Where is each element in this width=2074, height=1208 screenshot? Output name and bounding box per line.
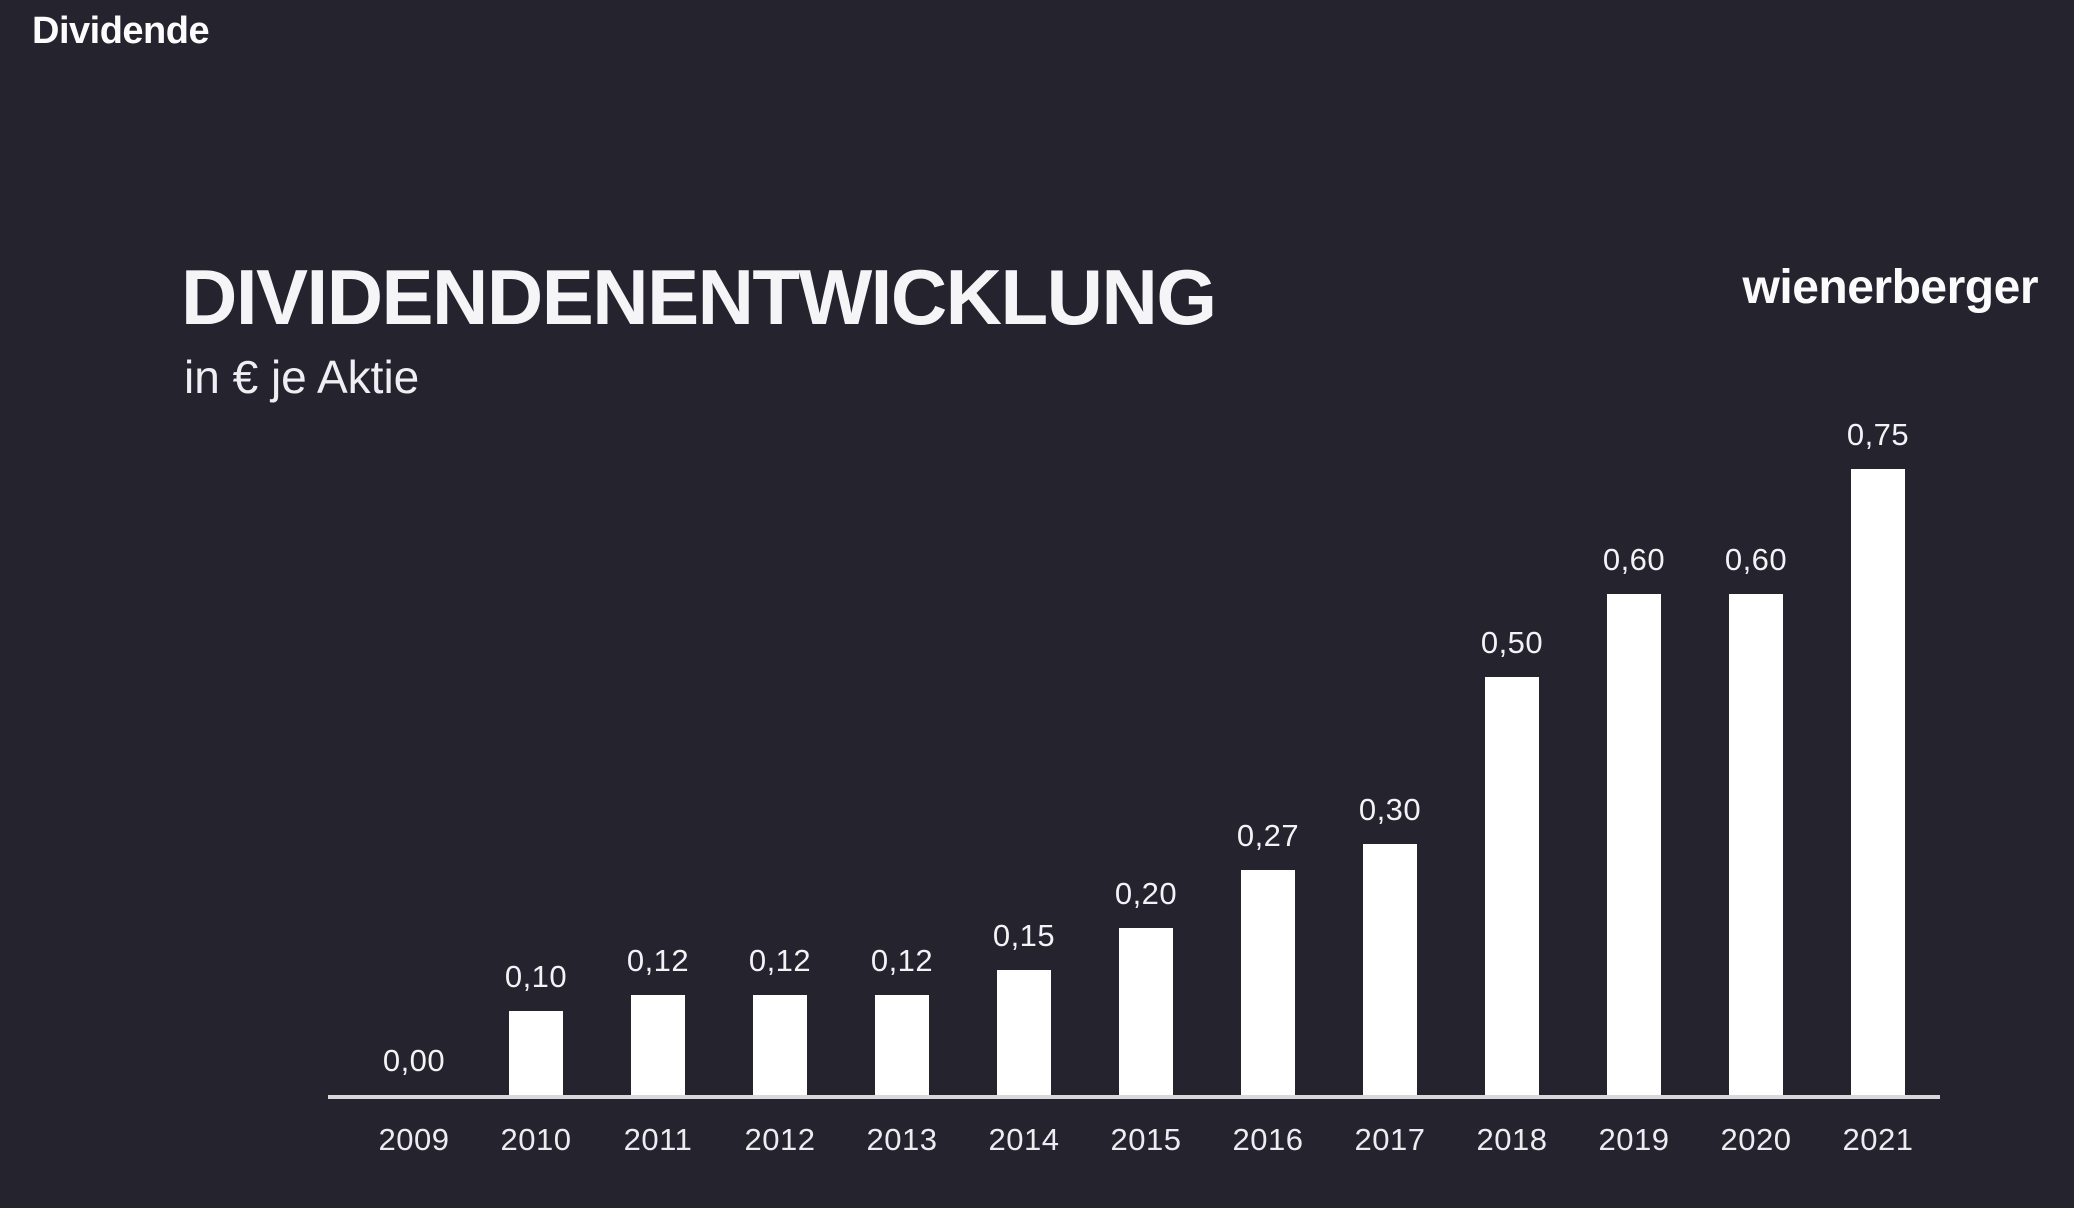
year-label-2009: 2009 [378, 1122, 450, 1157]
chart-column-2017: 0,30 2017 [1329, 0, 1451, 1208]
value-label-2019: 0,60 [1602, 542, 1666, 577]
value-label-2017: 0,30 [1358, 792, 1422, 827]
value-label-2016: 0,27 [1236, 818, 1300, 853]
year-label-2021: 2021 [1842, 1122, 1914, 1157]
year-label-2010: 2010 [500, 1122, 572, 1157]
chart-column-2011: 0,12 2011 [597, 0, 719, 1208]
year-label-2018: 2018 [1476, 1122, 1548, 1157]
value-label-2012: 0,12 [748, 943, 812, 978]
x-axis-line [328, 1095, 1940, 1099]
value-label-2013: 0,12 [870, 943, 934, 978]
chart-column-2021: 0,75 2021 [1817, 0, 1939, 1208]
value-label-2011: 0,12 [626, 943, 690, 978]
chart-column-2015: 0,20 2015 [1085, 0, 1207, 1208]
value-label-2014: 0,15 [992, 918, 1056, 953]
chart-column-2020: 0,60 2020 [1695, 0, 1817, 1208]
year-label-2019: 2019 [1598, 1122, 1670, 1157]
chart-column-2018: 0,50 2018 [1451, 0, 1573, 1208]
year-label-2014: 2014 [988, 1122, 1060, 1157]
bar-2010 [509, 1011, 563, 1095]
chart-column-2014: 0,15 2014 [963, 0, 1085, 1208]
wienerberger-logo: wienerberger [1742, 261, 2039, 314]
chart-column-2012: 0,12 2012 [719, 0, 841, 1208]
value-label-2015: 0,20 [1114, 876, 1178, 911]
bar-2011 [631, 995, 685, 1095]
chart-column-2013: 0,12 2013 [841, 0, 963, 1208]
chart-subtitle: in € je Aktie [184, 351, 420, 403]
bar-2020 [1729, 594, 1783, 1095]
bar-2014 [997, 970, 1051, 1095]
year-label-2020: 2020 [1720, 1122, 1792, 1157]
value-label-2009: 0,00 [382, 1043, 446, 1078]
bar-2019 [1607, 594, 1661, 1095]
value-label-2018: 0,50 [1480, 625, 1544, 660]
value-label-2020: 0,60 [1724, 542, 1788, 577]
bar-2018 [1485, 677, 1539, 1095]
bar-2015 [1119, 928, 1173, 1095]
value-label-2010: 0,10 [504, 959, 568, 994]
bar-2021 [1851, 469, 1905, 1095]
year-label-2013: 2013 [866, 1122, 938, 1157]
chart-column-2016: 0,27 2016 [1207, 0, 1329, 1208]
value-label-2021: 0,75 [1846, 417, 1910, 452]
year-label-2017: 2017 [1354, 1122, 1426, 1157]
bar-2017 [1363, 844, 1417, 1095]
slide-section-label: Dividende [32, 10, 210, 52]
year-label-2012: 2012 [744, 1122, 816, 1157]
chart-column-2010: 0,10 2010 [475, 0, 597, 1208]
bar-2013 [875, 995, 929, 1095]
chart-column-2019: 0,60 2019 [1573, 0, 1695, 1208]
year-label-2016: 2016 [1232, 1122, 1304, 1157]
chart-title: DIVIDENDENENTWICKLUNG [181, 253, 1217, 341]
bar-2012 [753, 995, 807, 1095]
bar-2016 [1241, 870, 1295, 1095]
year-label-2015: 2015 [1110, 1122, 1182, 1157]
chart-column-2009: 0,00 2009 [353, 0, 475, 1208]
year-label-2011: 2011 [623, 1122, 693, 1157]
